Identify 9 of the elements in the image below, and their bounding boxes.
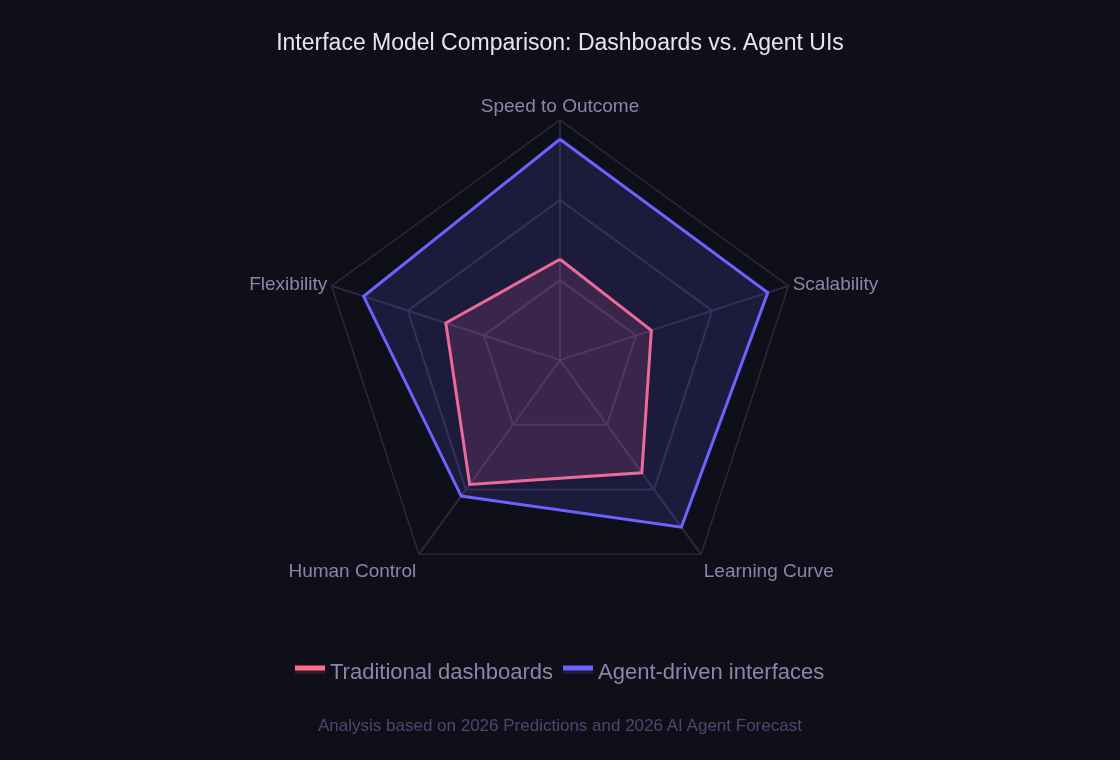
spoke-label: Learning Curve: [703, 560, 834, 582]
legend-label: Traditional dashboards: [330, 658, 553, 684]
spoke-label: Speed to Outcome: [480, 94, 640, 116]
spoke-label: Scalability: [792, 272, 879, 294]
text: Analysis based on 2026 Predictions and 2026 AI Agent Forecast: [318, 716, 803, 735]
legend-label: Agent-driven interfaces: [598, 658, 825, 684]
spoke-label: Flexibility: [249, 272, 328, 294]
chart-title: Interface Model Comparison: Dashboards vs. Agent UIs: [276, 29, 844, 56]
spoke-label: Human Control: [288, 560, 417, 582]
